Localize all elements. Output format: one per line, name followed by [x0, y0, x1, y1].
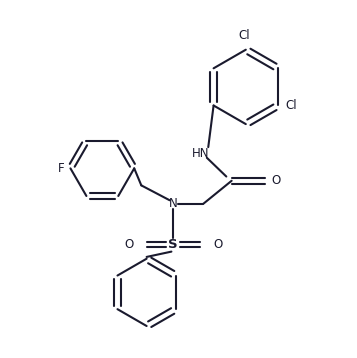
Text: O: O — [124, 238, 133, 251]
Text: S: S — [169, 238, 178, 251]
Text: N: N — [169, 197, 177, 210]
Text: O: O — [272, 174, 281, 187]
Text: Cl: Cl — [238, 29, 250, 42]
Text: O: O — [213, 238, 222, 251]
Text: F: F — [57, 162, 64, 175]
Text: Cl: Cl — [286, 99, 297, 112]
Text: HN: HN — [192, 147, 209, 160]
